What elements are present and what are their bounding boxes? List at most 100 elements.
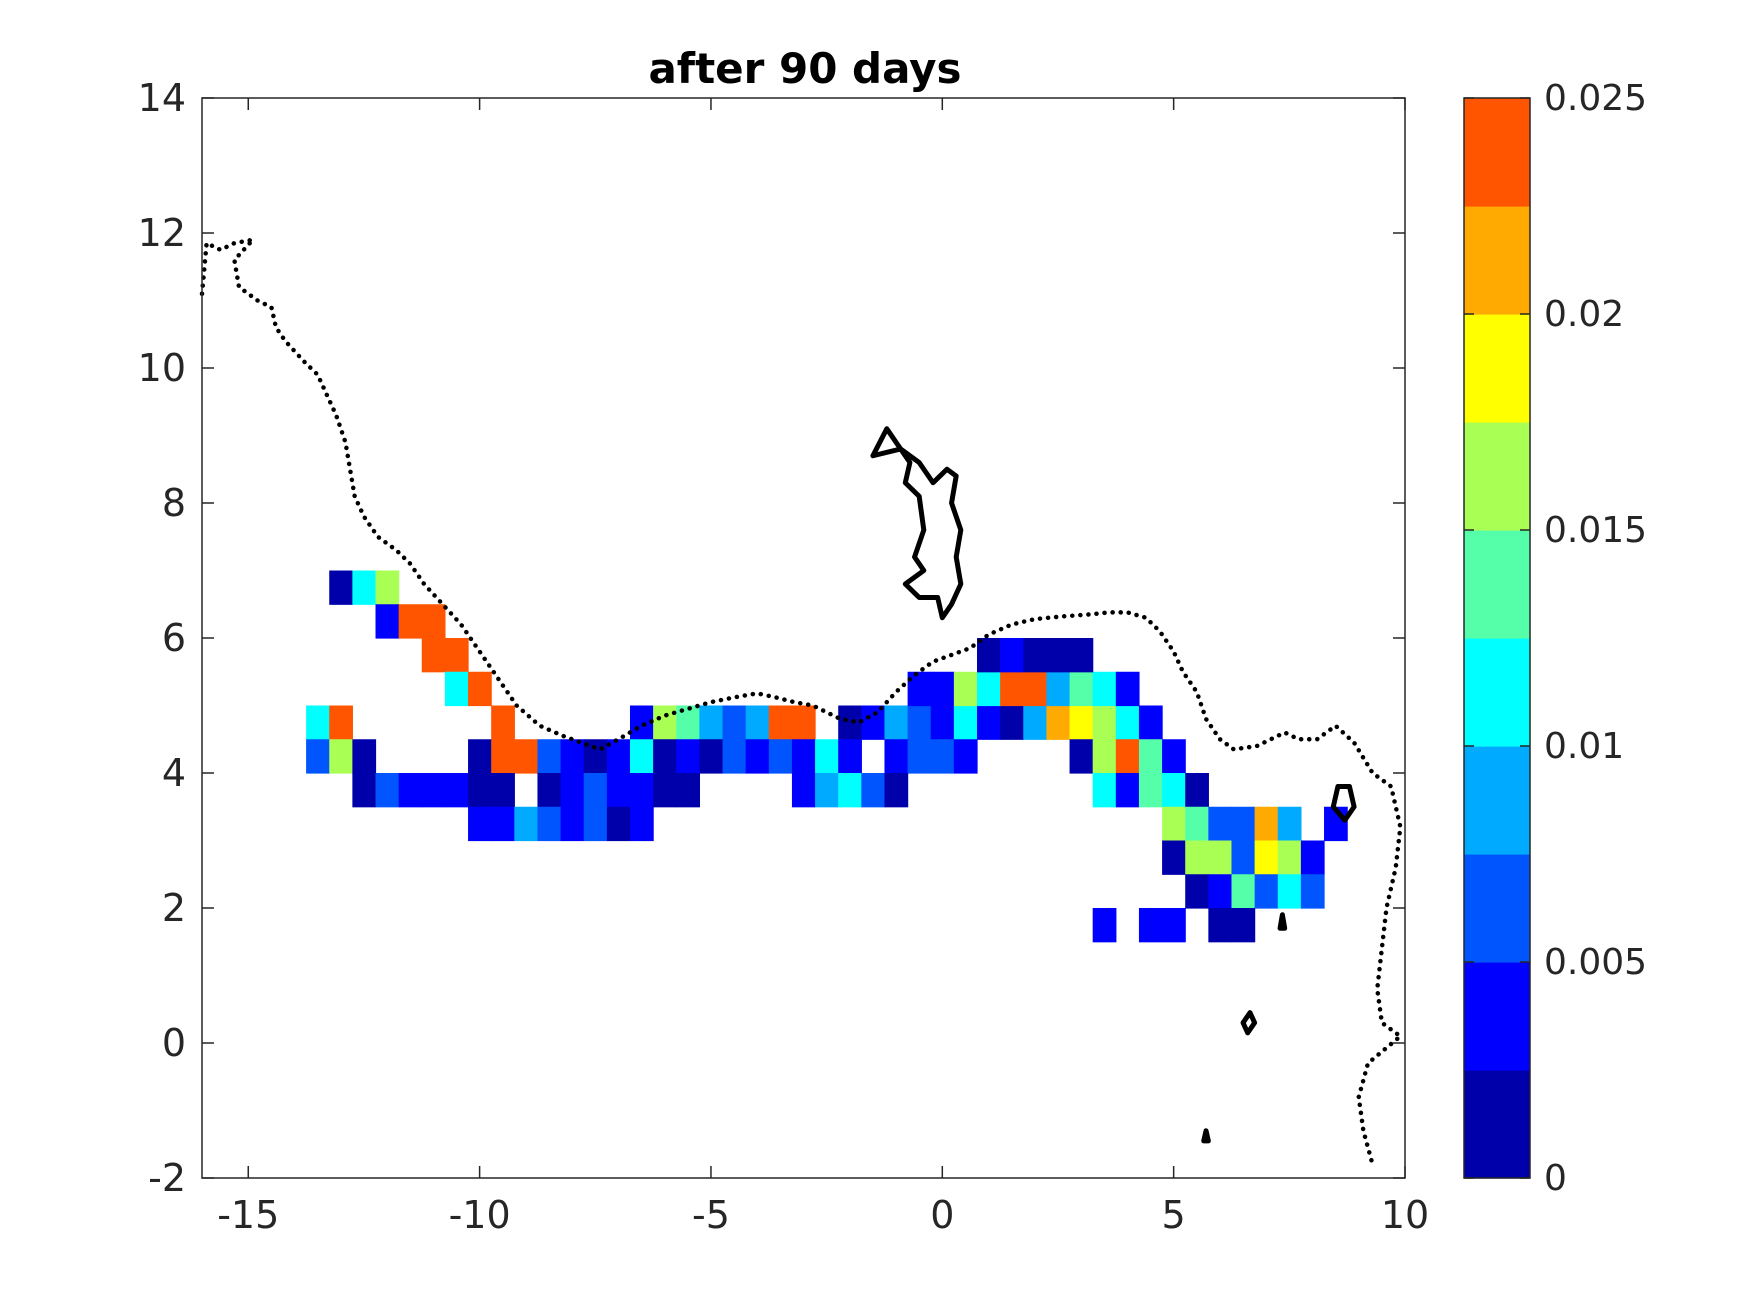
heatmap-cell [1092, 773, 1117, 808]
heatmap-cell [398, 604, 423, 639]
heatmap-cell [491, 806, 515, 842]
heatmap-cell [953, 705, 978, 740]
heatmap-cell [1300, 874, 1325, 909]
heatmap-cell [838, 705, 862, 740]
heatmap-cell [491, 739, 515, 774]
colorbar-tick-label: 0.015 [1544, 510, 1647, 551]
coastline-solid [1240, 1010, 1258, 1036]
heatmap-cell [676, 705, 700, 740]
y-tick-label: 6 [162, 616, 186, 660]
y-tick-label: 14 [138, 76, 186, 120]
heatmap-cell [1254, 806, 1279, 842]
heatmap-cell [1254, 840, 1279, 875]
heatmap-cell [1231, 908, 1256, 943]
heatmap-cell [491, 773, 515, 808]
heatmap-cell [977, 638, 1001, 673]
heatmap-cell [861, 705, 886, 740]
heatmap-cell [375, 570, 400, 605]
heatmap-cell [1231, 806, 1256, 842]
colorbar-segment [1464, 98, 1530, 207]
heatmap-cell [1046, 671, 1071, 707]
colorbar-segment [1464, 314, 1530, 423]
colorbar-tick-label: 0 [1544, 1158, 1567, 1199]
heatmap-cell [537, 773, 562, 808]
heatmap-cell [815, 739, 839, 774]
heatmap-cell [606, 739, 631, 774]
heatmap-cell [560, 739, 585, 774]
heatmap-cell [1092, 908, 1117, 943]
heatmap-cell [1231, 840, 1256, 875]
heatmap-cell [1208, 806, 1233, 842]
heatmap-cell [768, 705, 793, 740]
colorbar-tick-label: 0.025 [1544, 78, 1647, 119]
heatmap-cell [815, 773, 839, 808]
heatmap-cell [1069, 638, 1094, 673]
heatmap-cell [514, 806, 539, 842]
heatmap-cell [1000, 671, 1024, 707]
heatmap-cell [375, 604, 400, 639]
heatmap-cell [1069, 671, 1094, 707]
heatmap-cell [1092, 739, 1117, 774]
heatmap-cell [838, 739, 862, 774]
heatmap-cell [1254, 874, 1279, 909]
heatmap-cell [375, 773, 400, 808]
heatmap-cell [468, 773, 492, 808]
heatmap-cell [653, 739, 677, 774]
heatmap-cell [444, 638, 469, 673]
heatmap-cell [977, 671, 1001, 707]
heatmap-cell [953, 671, 978, 707]
heatmap-cell [306, 739, 330, 774]
heatmap-cell [907, 671, 932, 707]
heatmap-cell [398, 773, 423, 808]
heatmap-cell [1300, 840, 1325, 875]
heatmap-cell [861, 773, 886, 808]
heatmap-cell [421, 604, 446, 639]
heatmap-cell [977, 705, 1001, 740]
heatmap-cell [884, 773, 909, 808]
heatmap-cell [1115, 705, 1140, 740]
colorbar-segment [1464, 854, 1530, 963]
heatmap-cell [1138, 908, 1163, 943]
x-tick-label: 0 [930, 1193, 954, 1237]
heatmap-cell [1162, 806, 1186, 842]
heatmap-cell [537, 739, 562, 774]
heatmap-cell [1185, 773, 1209, 808]
heatmap-cell [560, 773, 585, 808]
heatmap-cell [421, 638, 446, 673]
heatmap-cell [768, 739, 793, 774]
y-tick-label: 4 [162, 751, 186, 795]
x-tick-label: 10 [1381, 1193, 1429, 1237]
heatmap-cell [1138, 739, 1163, 774]
heatmap-cell [884, 739, 909, 774]
y-tick-label: 12 [138, 211, 186, 255]
colorbar-frame [1463, 97, 1531, 1179]
heatmap-cell [907, 739, 932, 774]
heatmap-cell [1023, 671, 1048, 707]
heatmap-cell [1000, 638, 1024, 673]
heatmap-cell [329, 570, 353, 605]
heatmap-cell [1092, 705, 1117, 740]
colorbar-segment [1464, 638, 1530, 747]
x-tick-label: 5 [1162, 1193, 1186, 1237]
heatmap-cell [1000, 705, 1024, 740]
heatmap-cell [1115, 671, 1140, 707]
heatmap-cell [629, 806, 654, 842]
heatmap-cell [930, 705, 955, 740]
heatmap-cell [583, 773, 608, 808]
heatmap-cell [606, 773, 631, 808]
y-tick-label: -2 [148, 1156, 186, 1200]
heatmap-cell [1115, 773, 1140, 808]
heatmap-cell [676, 773, 700, 808]
colorbar-segment [1464, 1070, 1530, 1179]
colorbar-segment [1464, 530, 1530, 639]
heatmap-cell [352, 570, 377, 605]
coastline-solid [1330, 784, 1357, 823]
heatmap-cell [1185, 840, 1209, 875]
heatmap-cell [306, 705, 330, 740]
heatmap-cell [1115, 739, 1140, 774]
heatmap-cell [629, 705, 654, 740]
heatmap-cell [514, 739, 539, 774]
coastline [199, 237, 1403, 1167]
